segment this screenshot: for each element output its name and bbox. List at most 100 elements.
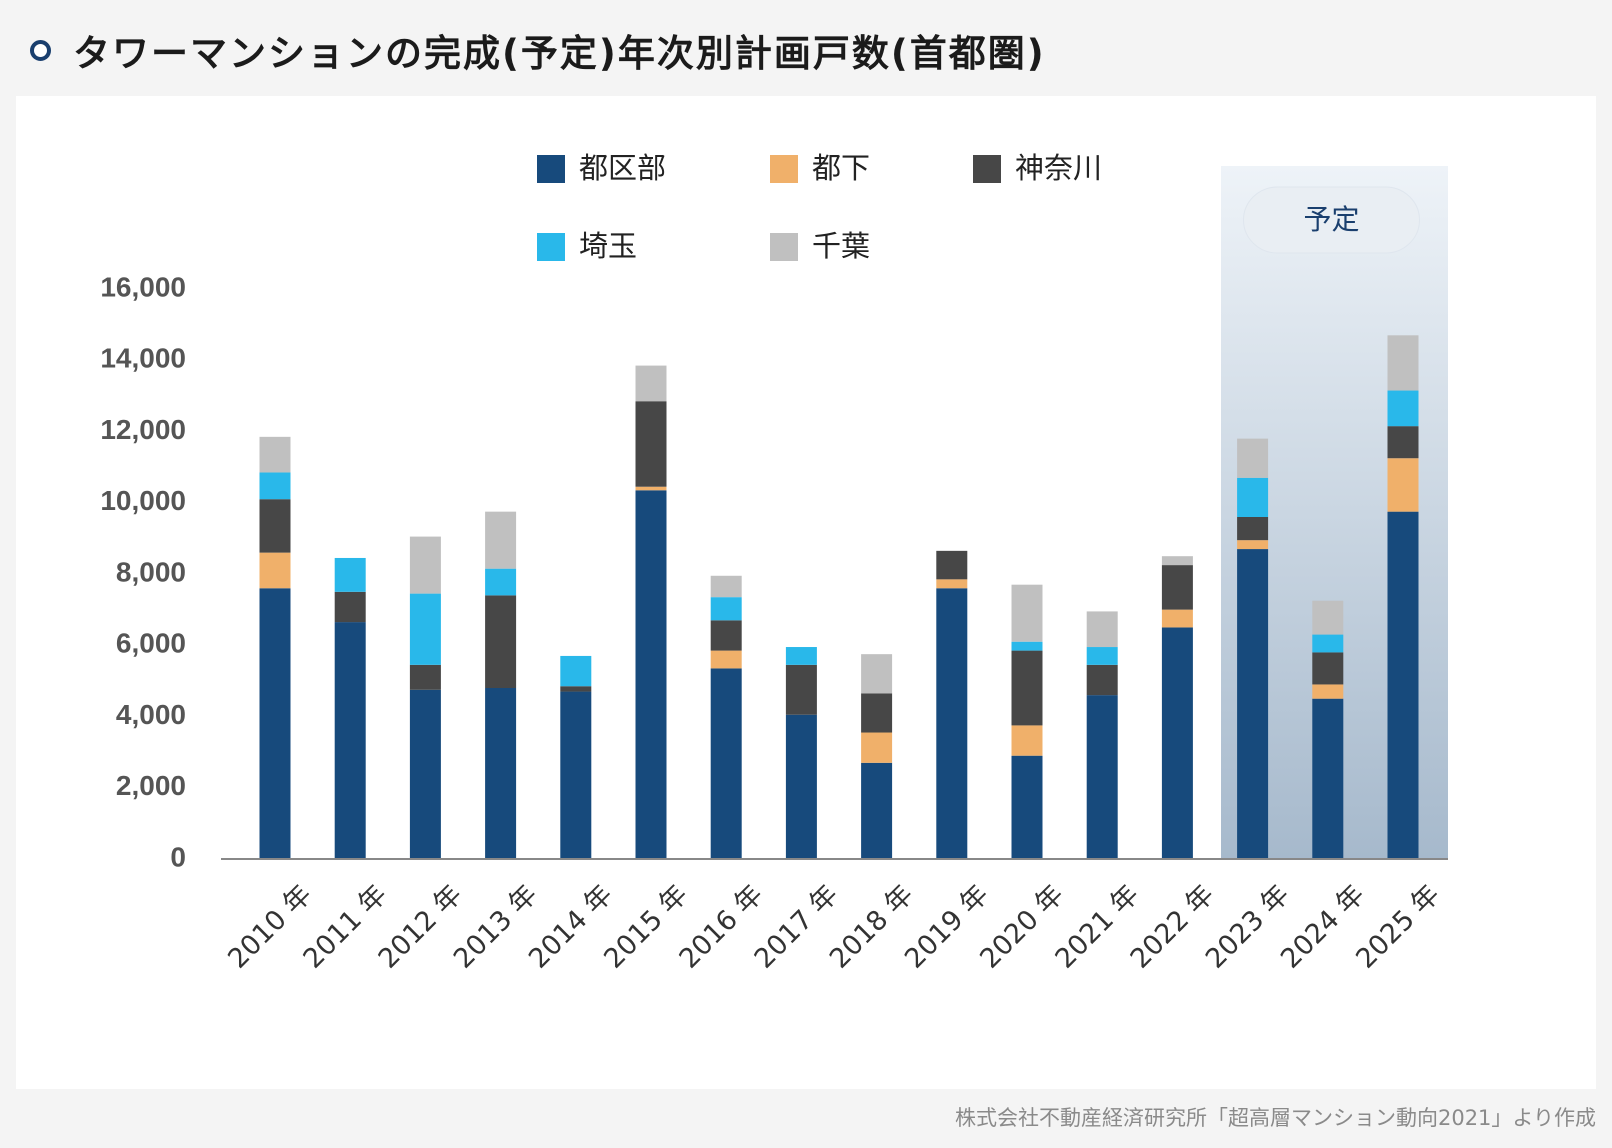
bar-segment (334, 622, 366, 859)
bar-segment (936, 579, 968, 589)
x-tick-label: 2014 年 (523, 879, 619, 975)
y-tick-label: 6,000 (116, 628, 186, 659)
legend-swatch-1 (770, 155, 798, 183)
legend-label-0: 都区部 (579, 151, 666, 185)
chart-panel: 予定 都区部 都下 神奈川 埼玉 千葉 0 2,000 4,000 6,000 8,000 10,… (16, 96, 1596, 1089)
bar-segment (785, 664, 817, 715)
bar-segment (936, 588, 968, 859)
bar-segment (1011, 725, 1043, 756)
bar-segment (409, 664, 441, 690)
bar-segment (1086, 664, 1118, 696)
bar-segment (785, 647, 817, 665)
bars (259, 335, 1419, 859)
bar-segment (1312, 698, 1344, 859)
bar-segment (1161, 556, 1193, 566)
x-tick-label: 2016 年 (673, 879, 769, 975)
legend-swatch-0 (537, 155, 565, 183)
bar-segment (1312, 634, 1344, 653)
bar-segment (1237, 517, 1269, 541)
bar-segment (635, 365, 667, 402)
bar-segment (560, 691, 592, 859)
bar-segment (334, 591, 366, 623)
y-tick-label: 8,000 (116, 556, 186, 587)
bar-segment (560, 655, 592, 687)
bar-segment (1086, 695, 1118, 859)
legend-label-4: 千葉 (812, 229, 870, 263)
legend-swatch-4 (770, 233, 798, 261)
bar-segment (409, 689, 441, 859)
legend-swatch-2 (973, 155, 1001, 183)
y-tick-label: 2,000 (116, 770, 186, 801)
legend-label-2: 神奈川 (1015, 151, 1102, 185)
chart-title: タワーマンションの完成(予定)年次別計画戸数(首都圏) (73, 32, 1046, 75)
bar-segment (710, 620, 742, 651)
x-tick-label: 2020 年 (974, 879, 1070, 975)
source-note: 株式会社不動産経済研究所「超高層マンション動向2021」より作成 (954, 1106, 1596, 1130)
bar-segment (785, 714, 817, 859)
bar-segment (1237, 540, 1269, 550)
y-tick-label: 12,000 (100, 414, 186, 445)
x-tick-label: 2022 年 (1125, 879, 1221, 975)
bar-segment (861, 654, 893, 694)
forecast-label: 予定 (1303, 203, 1359, 236)
bar-segment (259, 588, 291, 859)
bar-segment (710, 650, 742, 669)
bar-segment (710, 597, 742, 621)
bar-segment (1387, 390, 1419, 427)
bar-segment (635, 490, 667, 859)
x-tick-label: 2012 年 (373, 879, 469, 975)
x-tick-label: 2023 年 (1200, 879, 1296, 975)
x-tick-label: 2019 年 (899, 879, 995, 975)
x-tick-label: 2013 年 (448, 879, 544, 975)
bar-segment (1086, 611, 1118, 648)
bar-segment (485, 511, 517, 569)
bar-segment (1161, 627, 1193, 859)
x-tick-label: 2018 年 (824, 879, 920, 975)
bar-segment (861, 693, 893, 733)
bar-segment (409, 593, 441, 665)
bar-segment (1011, 641, 1043, 651)
bar-segment (861, 762, 893, 859)
bar-segment (1312, 652, 1344, 685)
bar-segment (1011, 755, 1043, 859)
x-tick-label: 2010 年 (222, 879, 318, 975)
bar-segment (334, 557, 366, 592)
x-tick-label: 2011 年 (297, 879, 393, 975)
x-tick-label: 2017 年 (749, 879, 845, 975)
bar-segment (1011, 650, 1043, 726)
bar-segment (1387, 511, 1419, 859)
bar-segment (1237, 477, 1269, 517)
bar-segment (710, 575, 742, 598)
bar-segment (1237, 438, 1269, 478)
y-axis: 0 2,000 4,000 6,000 8,000 10,000 12,000 14,000 1… (100, 271, 186, 872)
bar-segment (710, 668, 742, 859)
bar-segment (259, 436, 291, 473)
bar-segment (1387, 426, 1419, 459)
bar-segment (485, 568, 517, 596)
bar-segment (861, 732, 893, 763)
bar-segment (1387, 458, 1419, 512)
bar-segment (485, 595, 517, 688)
bar-segment (1237, 549, 1269, 859)
bar-segment (1011, 584, 1043, 642)
bar-segment (1161, 609, 1193, 628)
bar-segment (1312, 684, 1344, 699)
x-tick-label: 2024 年 (1275, 879, 1371, 975)
y-tick-label: 4,000 (116, 699, 186, 730)
legend-label-3: 埼玉 (579, 229, 637, 263)
forecast-pill: 予定 (1243, 186, 1420, 254)
legend-label-1: 都下 (812, 151, 870, 185)
bar-segment (936, 550, 968, 580)
x-tick-label: 2021 年 (1049, 879, 1145, 975)
bar-segment (1161, 565, 1193, 610)
bar-segment (485, 688, 517, 859)
y-tick-label: 14,000 (100, 343, 186, 374)
y-tick-label: 16,000 (100, 271, 186, 302)
title-block: タワーマンションの完成(予定)年次別計画戸数(首都圏) (30, 22, 1046, 78)
bar-segment (259, 472, 291, 500)
bar-segment (560, 686, 592, 692)
bar-segment (635, 486, 667, 491)
bar-segment (1312, 600, 1344, 635)
